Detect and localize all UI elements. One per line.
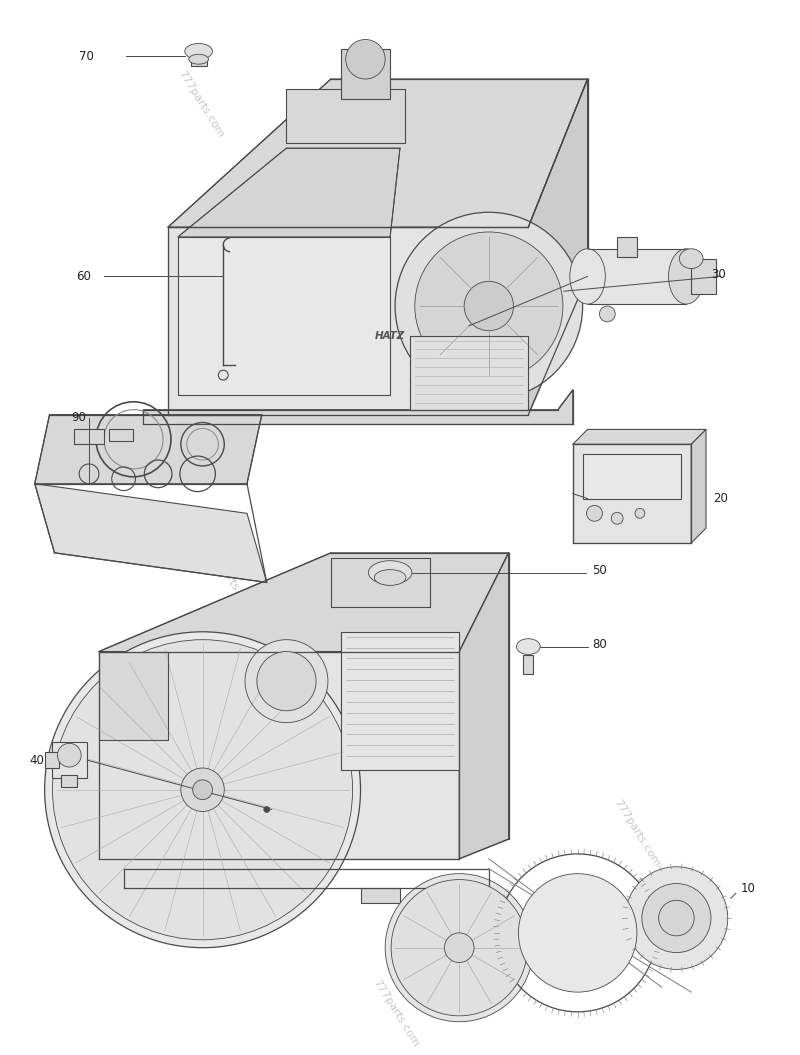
Circle shape xyxy=(193,780,213,800)
Ellipse shape xyxy=(374,570,406,586)
Text: 50: 50 xyxy=(593,564,607,577)
Circle shape xyxy=(658,900,694,936)
Polygon shape xyxy=(178,148,400,237)
Bar xyxy=(341,50,390,99)
Ellipse shape xyxy=(570,249,606,304)
Circle shape xyxy=(395,212,582,400)
Polygon shape xyxy=(99,553,509,652)
Bar xyxy=(587,249,686,304)
Circle shape xyxy=(257,652,316,711)
Circle shape xyxy=(415,232,563,380)
Circle shape xyxy=(586,505,602,521)
Circle shape xyxy=(625,867,728,970)
Circle shape xyxy=(391,880,527,1016)
Circle shape xyxy=(53,639,353,940)
Bar xyxy=(62,775,77,787)
Circle shape xyxy=(635,509,645,518)
Polygon shape xyxy=(99,652,459,859)
Circle shape xyxy=(464,282,514,330)
Polygon shape xyxy=(459,553,509,859)
Bar xyxy=(74,429,104,444)
Bar xyxy=(691,258,716,294)
Text: 777parts.com: 777parts.com xyxy=(176,69,226,139)
Text: 70: 70 xyxy=(79,50,94,62)
Ellipse shape xyxy=(369,560,412,584)
Text: 40: 40 xyxy=(30,753,45,767)
Ellipse shape xyxy=(185,43,213,59)
Circle shape xyxy=(642,883,711,953)
Text: 80: 80 xyxy=(593,638,607,651)
Circle shape xyxy=(245,639,328,723)
Polygon shape xyxy=(341,632,459,770)
Polygon shape xyxy=(34,484,266,582)
Polygon shape xyxy=(168,227,528,415)
Circle shape xyxy=(264,806,270,812)
Polygon shape xyxy=(691,429,706,543)
Circle shape xyxy=(445,933,474,962)
Text: 10: 10 xyxy=(741,882,755,895)
Polygon shape xyxy=(143,390,573,424)
Text: 777parts.com: 777parts.com xyxy=(612,798,662,868)
Text: HATZ: HATZ xyxy=(375,330,406,341)
Polygon shape xyxy=(168,79,587,227)
Bar xyxy=(109,429,134,441)
Bar xyxy=(99,652,168,741)
Bar xyxy=(523,654,534,674)
Ellipse shape xyxy=(669,249,704,304)
Text: 777parts.com: 777parts.com xyxy=(206,544,255,615)
Bar xyxy=(134,888,173,903)
Circle shape xyxy=(385,874,534,1021)
Bar xyxy=(51,743,87,778)
Circle shape xyxy=(611,513,623,524)
Circle shape xyxy=(346,39,385,79)
Bar xyxy=(361,888,400,903)
Circle shape xyxy=(181,768,224,811)
Text: 60: 60 xyxy=(76,270,91,283)
Ellipse shape xyxy=(189,54,209,64)
Polygon shape xyxy=(528,79,587,415)
Polygon shape xyxy=(178,237,390,395)
Ellipse shape xyxy=(517,638,540,654)
Polygon shape xyxy=(573,444,691,543)
Text: 30: 30 xyxy=(711,268,726,281)
Bar xyxy=(45,752,59,768)
Bar xyxy=(617,237,637,256)
Polygon shape xyxy=(34,415,262,484)
Circle shape xyxy=(518,874,637,992)
Text: 90: 90 xyxy=(71,411,86,424)
Circle shape xyxy=(58,744,81,767)
Text: 777parts.com: 777parts.com xyxy=(371,978,421,1049)
Ellipse shape xyxy=(599,306,615,322)
Text: 20: 20 xyxy=(713,492,728,505)
Bar xyxy=(582,454,682,499)
Polygon shape xyxy=(573,429,706,444)
Circle shape xyxy=(45,632,361,947)
Bar xyxy=(286,89,405,143)
Bar xyxy=(190,59,206,66)
Text: 777parts.com: 777parts.com xyxy=(366,300,415,370)
Polygon shape xyxy=(410,335,528,409)
Bar xyxy=(331,558,430,607)
Ellipse shape xyxy=(679,249,703,269)
